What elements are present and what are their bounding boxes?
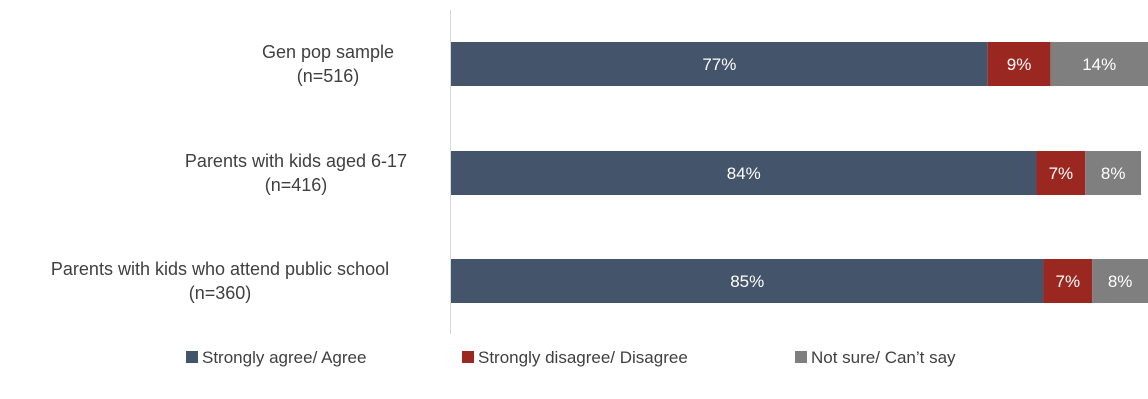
legend-label: Strongly disagree/ Disagree: [478, 348, 688, 367]
data-label: 8%: [1101, 164, 1126, 183]
category-label: Parents with kids aged 6-17: [185, 151, 407, 171]
category-label: (n=360): [189, 283, 252, 303]
data-label: 14%: [1082, 55, 1116, 74]
data-label: 84%: [727, 164, 761, 183]
legend-swatch: [186, 351, 198, 363]
data-label: 77%: [702, 55, 736, 74]
data-label: 85%: [730, 272, 764, 291]
category-label: (n=516): [297, 66, 360, 86]
data-label: 7%: [1056, 272, 1081, 291]
legend-swatch: [795, 351, 807, 363]
data-label: 8%: [1108, 272, 1133, 291]
legend-swatch: [462, 351, 474, 363]
category-label: (n=416): [265, 175, 328, 195]
data-label: 7%: [1049, 164, 1074, 183]
category-label: Parents with kids who attend public scho…: [51, 259, 389, 279]
category-label: Gen pop sample: [262, 42, 394, 62]
legend-label: Strongly agree/ Agree: [202, 348, 366, 367]
legend-label: Not sure/ Can’t say: [811, 348, 956, 367]
data-label: 9%: [1007, 55, 1032, 74]
